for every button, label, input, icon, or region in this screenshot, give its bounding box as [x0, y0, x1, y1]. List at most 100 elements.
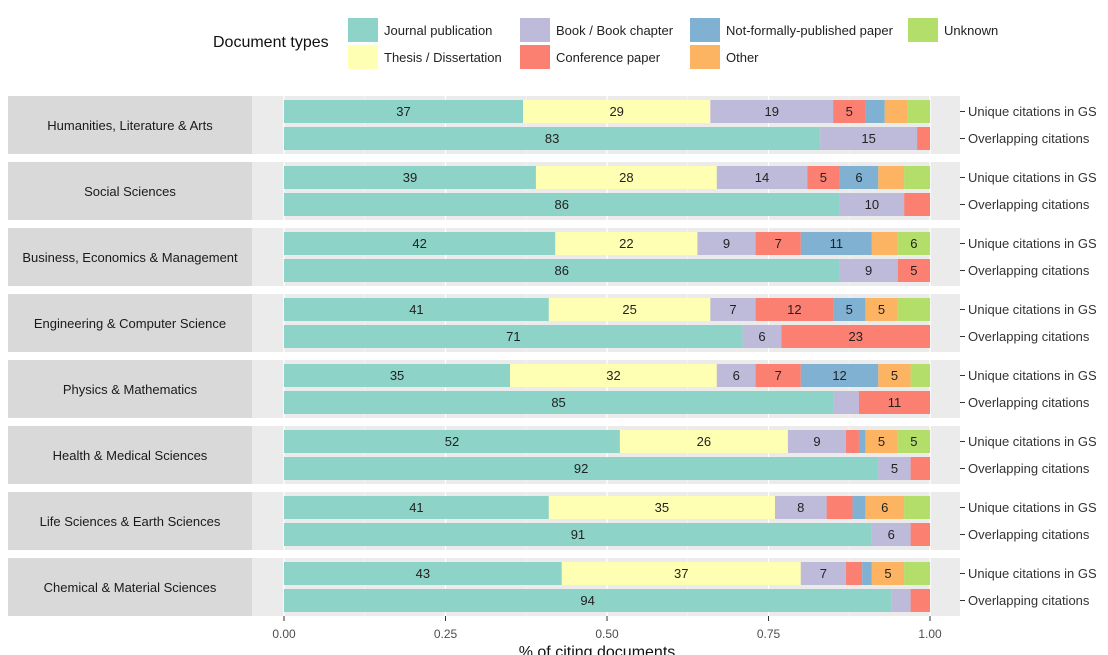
data-label: 94: [580, 593, 594, 608]
bar-segment: [846, 562, 863, 585]
bar-segment: [284, 430, 620, 453]
bar-segment: [910, 523, 930, 546]
row-label: Unique citations in GS: [968, 170, 1097, 185]
row-label: Unique citations in GS: [968, 302, 1097, 317]
data-label: 35: [390, 368, 404, 383]
data-label: 41: [409, 500, 423, 515]
bar-segment: [800, 562, 847, 585]
data-label: 6: [888, 527, 895, 542]
bar-segment: [904, 562, 930, 585]
facet-label: Chemical & Material Sciences: [44, 580, 217, 595]
data-label: 14: [755, 170, 769, 185]
bar-segment: [742, 325, 782, 348]
bar-segment: [839, 193, 905, 216]
bar-segment: [833, 298, 866, 321]
bar-segment: [858, 430, 866, 453]
row-label: Overlapping citations: [968, 593, 1090, 608]
data-label: 28: [619, 170, 633, 185]
data-label: 85: [551, 395, 565, 410]
bar-segment: [284, 523, 872, 546]
bar-segment: [871, 232, 898, 255]
facet-label: Humanities, Literature & Arts: [47, 118, 213, 133]
data-label: 8: [797, 500, 804, 515]
bar-segment: [619, 430, 788, 453]
bar-segment: [807, 166, 840, 189]
row-label: Unique citations in GS: [968, 368, 1097, 383]
facet-strip: [8, 558, 252, 616]
facet-strip: [8, 162, 252, 220]
data-label: 5: [878, 302, 885, 317]
legend-label: Thesis / Dissertation: [384, 49, 502, 65]
bar-segment: [284, 259, 840, 282]
bar-segment: [284, 589, 892, 612]
bar-segment: [284, 562, 562, 585]
data-label: 7: [820, 566, 827, 581]
bar-segment: [865, 496, 905, 519]
data-label: 32: [606, 368, 620, 383]
bar-segment: [710, 298, 756, 321]
bar-segment: [871, 562, 905, 585]
row-label: Unique citations in GS: [968, 104, 1097, 119]
bar-segment: [852, 496, 866, 519]
data-label: 11: [830, 236, 844, 251]
legend-item: Other: [690, 45, 759, 69]
bar-segment: [510, 364, 717, 387]
data-label: 35: [655, 500, 669, 515]
legend-label: Conference paper: [556, 49, 661, 65]
facet-label: Social Sciences: [84, 184, 176, 199]
legend-label: Unknown: [944, 22, 999, 38]
bar-segment: [548, 298, 711, 321]
legend-swatch: [348, 45, 378, 69]
bar-segment: [891, 589, 911, 612]
data-label: 5: [846, 302, 853, 317]
facet-strip: [8, 294, 252, 352]
legend-swatch: [520, 45, 550, 69]
data-label: 5: [891, 368, 898, 383]
bar-segment: [284, 166, 536, 189]
data-label: 6: [881, 500, 888, 515]
data-label: 6: [758, 329, 765, 344]
data-label: 5: [910, 434, 917, 449]
x-tick-label: 0.75: [757, 627, 781, 641]
facet-label: Business, Economics & Management: [22, 250, 238, 265]
data-label: 52: [445, 434, 459, 449]
row-label: Overlapping citations: [968, 263, 1090, 278]
x-tick-label: 0.00: [272, 627, 296, 641]
bar-segment: [716, 364, 756, 387]
bar-segment: [284, 298, 549, 321]
bar-segment: [907, 100, 930, 123]
data-label: 25: [622, 302, 636, 317]
legend-label: Other: [726, 49, 759, 65]
bar-segment: [910, 364, 930, 387]
data-label: 5: [884, 566, 891, 581]
bar-segment: [878, 457, 911, 480]
legend-swatch: [690, 18, 720, 42]
data-label: 5: [846, 104, 853, 119]
row-label: Overlapping citations: [968, 197, 1090, 212]
bar-segment: [904, 193, 930, 216]
x-tick-label: 0.25: [434, 627, 458, 641]
data-label: 92: [574, 461, 588, 476]
bar-segment: [710, 100, 834, 123]
data-label: 9: [813, 434, 820, 449]
bar-segment: [897, 232, 930, 255]
bar-segment: [284, 391, 834, 414]
bar-segment: [884, 100, 908, 123]
bar-segment: [284, 496, 549, 519]
bar-segment: [787, 430, 847, 453]
data-label: 15: [861, 131, 875, 146]
data-label: 86: [555, 197, 569, 212]
legend-label: Journal publication: [384, 22, 493, 38]
bar-segment: [523, 100, 711, 123]
bar-segment: [697, 232, 756, 255]
bar-segment: [865, 430, 898, 453]
bar-segment: [904, 166, 930, 189]
data-label: 26: [697, 434, 711, 449]
bar-segment: [716, 166, 808, 189]
bar-segment: [755, 298, 834, 321]
data-label: 6: [910, 236, 917, 251]
legend-item: Thesis / Dissertation: [348, 45, 502, 69]
data-label: 19: [764, 104, 778, 119]
bar-segment: [910, 589, 930, 612]
